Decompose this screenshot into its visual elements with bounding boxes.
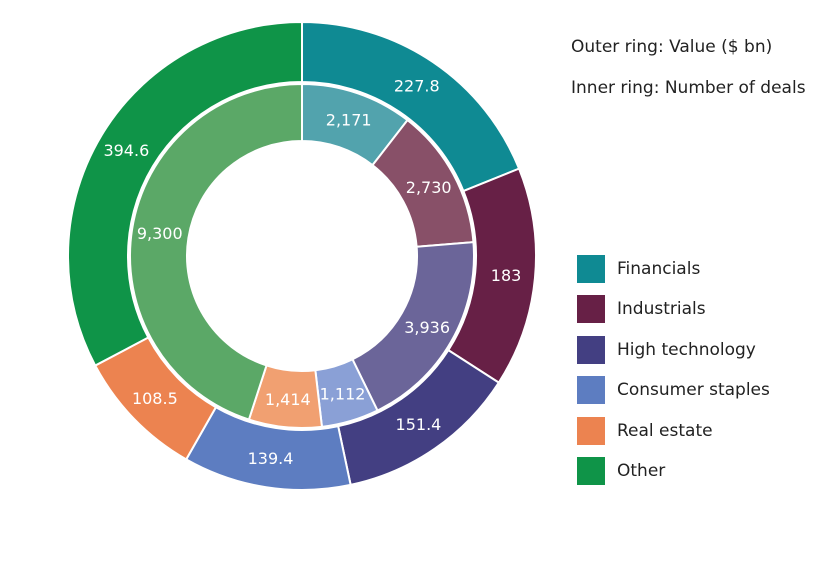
legend-label: Other — [617, 460, 666, 481]
legend-item-financials: Financials — [577, 255, 770, 283]
legend-swatch — [577, 416, 605, 445]
inner-data-label: 9,300 — [137, 224, 183, 243]
inner-data-label: 1,414 — [265, 390, 311, 409]
legend-label: Financials — [617, 259, 701, 279]
inner-data-label: 2,730 — [406, 178, 452, 197]
inner-data-label: 2,171 — [326, 110, 372, 129]
inner-data-label: 3,936 — [404, 318, 450, 337]
legend-item-real-estate: Real estate — [577, 416, 770, 445]
outer-data-label: 151.4 — [396, 415, 442, 434]
legend-swatch — [577, 255, 605, 283]
outer-data-label: 139.4 — [248, 449, 294, 468]
legend-item-consumer-staples: Consumer staples — [577, 376, 770, 405]
legend: Financials Industrials High technology C… — [577, 255, 770, 497]
outer-data-label: 227.8 — [394, 77, 440, 96]
outer-ring-note: Outer ring: Value ($ bn) — [571, 37, 773, 57]
legend-swatch — [577, 376, 605, 405]
legend-swatch — [577, 456, 605, 485]
legend-label: Consumer staples — [617, 380, 770, 401]
legend-item-other: Other — [577, 456, 770, 485]
legend-swatch — [577, 295, 605, 324]
legend-item-high-technology: High technology — [577, 335, 770, 364]
outer-data-label: 183 — [491, 266, 522, 285]
inner-data-label: 1,112 — [320, 385, 366, 404]
outer-data-label: 108.5 — [132, 389, 178, 408]
inner-slice-other — [129, 82, 303, 421]
outer-slice-other — [67, 20, 303, 367]
legend-label: Industrials — [617, 299, 706, 320]
inner-ring-note: Inner ring: Number of deals — [571, 78, 806, 98]
legend-label: High technology — [617, 339, 756, 360]
legend-item-industrials: Industrials — [577, 295, 770, 324]
outer-data-label: 394.6 — [103, 141, 149, 160]
legend-label: Real estate — [617, 420, 713, 441]
legend-swatch — [577, 335, 605, 364]
